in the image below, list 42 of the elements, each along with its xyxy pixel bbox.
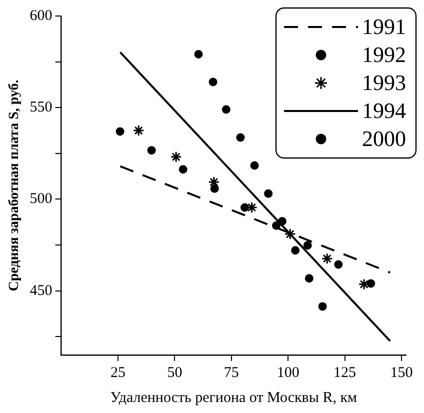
point [210, 184, 219, 193]
point [240, 203, 250, 212]
point [194, 50, 203, 59]
x-tick-label: 125 [334, 364, 356, 381]
point [208, 78, 218, 86]
point [236, 133, 245, 142]
point [246, 202, 258, 214]
x-tick-label: 25 [110, 364, 126, 381]
point [170, 151, 182, 163]
y-axis-title: Средняя заработная плата S, руб. [7, 80, 22, 292]
point [222, 105, 230, 114]
point [132, 124, 144, 136]
point [264, 189, 273, 198]
point [304, 274, 314, 283]
y-tick-label: 600 [30, 8, 52, 24]
point [272, 221, 281, 230]
y-tick-label: 550 [30, 100, 52, 116]
point [334, 260, 343, 269]
legend-label: 2000 [362, 126, 406, 151]
point [250, 161, 259, 170]
point [178, 165, 188, 174]
x-tick-label: 75 [224, 364, 239, 381]
x-tick-label: 50 [167, 364, 182, 381]
point [284, 228, 296, 240]
x-tick-label: 100 [276, 364, 300, 381]
point [358, 278, 370, 290]
legend-label: 1992 [362, 42, 406, 67]
x-axis-title: Удаленность региона от Москвы R, км [110, 390, 358, 406]
point [318, 302, 327, 311]
y-tick-label: 500 [30, 191, 52, 208]
point [147, 146, 156, 155]
y-tick-label: 450 [30, 282, 52, 299]
point [366, 279, 376, 288]
point [303, 241, 312, 250]
point [116, 127, 124, 136]
legend-label: 1993 [362, 70, 406, 95]
point [291, 246, 300, 255]
legend-label: 1991 [362, 14, 406, 39]
point [321, 252, 333, 264]
x-tick-label: 150 [390, 364, 413, 381]
legend-label: 1994 [362, 98, 406, 123]
point [208, 176, 220, 188]
